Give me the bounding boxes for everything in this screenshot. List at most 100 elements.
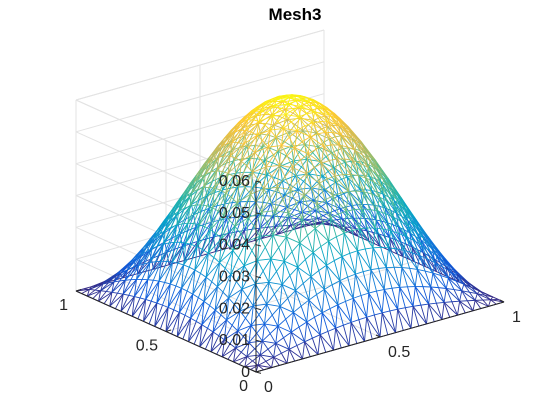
mesh-edge [263,166,267,189]
mesh-edge [113,269,128,283]
mesh-edge [245,317,252,326]
mesh-edge [385,247,389,268]
mesh-edge [241,216,245,231]
mesh-edge [445,288,453,302]
mesh-edge [325,152,332,158]
mesh-edge [263,176,273,190]
mesh-edge [262,258,272,272]
mesh-edge [265,356,274,362]
mesh-edge [290,180,299,190]
mesh-edge [193,223,200,226]
mesh-edge [287,298,294,313]
mesh-edge [287,97,291,105]
mesh-edge [413,240,420,256]
mesh-edge [322,222,330,242]
mesh-edge [325,132,332,146]
mesh-edge [307,235,314,253]
mesh-edge [350,160,354,175]
mesh-edge [463,281,467,285]
mesh-edge [273,352,282,358]
mesh-edge [176,205,191,226]
mesh-edge [162,227,172,245]
mesh-edge [153,255,160,270]
mesh-edge [342,148,346,163]
mesh-edge [392,216,401,222]
mesh-edge [273,356,288,364]
mesh-edge [279,108,287,115]
mesh-edge [338,164,348,178]
mesh-edge [276,165,280,188]
mesh-edge [350,174,357,192]
mesh-edge [422,252,429,257]
mesh-edge [371,193,380,198]
mesh-edge [447,271,451,279]
z-tick [255,339,262,343]
mesh-edge [284,260,298,268]
mesh-edge [201,204,207,207]
mesh-edge [200,173,204,179]
mesh-edge [369,209,378,212]
mesh-edge [295,100,299,108]
mesh-edge [368,290,377,294]
mesh-edge [327,121,342,136]
mesh-edge [227,160,242,174]
mesh-edge [265,360,272,368]
mesh-edge [83,286,92,290]
mesh-edge [184,243,191,261]
mesh-edge [268,98,277,105]
mesh-edge [296,130,304,139]
mesh-edge [187,226,196,231]
mesh-edge [224,330,238,341]
mesh-edge [247,202,257,218]
mesh-edge [200,252,209,274]
mesh-edge [169,264,184,285]
mesh-edge [310,187,314,201]
mesh-edge [204,331,214,350]
mesh-edge [357,250,372,270]
mesh-edge [354,149,361,164]
mesh-edge [113,280,120,283]
mesh-edge [182,222,188,225]
mesh-edge [209,286,218,306]
mesh-edge [293,227,301,244]
mesh-edge [354,149,363,156]
mesh-edge [334,174,343,177]
mesh-edge [388,230,392,248]
mesh-edge [221,220,230,239]
mesh-edge [273,343,277,358]
mesh-edge [272,108,281,117]
mesh-edge [403,250,411,269]
mesh-edge [373,205,377,220]
mesh-edge [191,244,198,248]
mesh-edge [451,301,458,316]
mesh-edge [272,115,279,122]
mesh-edge [282,180,291,186]
mesh-edge [278,145,282,166]
mesh-edge [301,205,309,213]
mesh-edge [304,122,313,127]
mesh-edge [394,206,401,222]
mesh-edge [335,181,345,194]
mesh-edge [218,155,225,158]
mesh-edge [492,296,499,300]
mesh-edge [469,291,478,295]
mesh-edge [181,267,190,289]
mesh-edge [289,275,296,291]
mesh-edge [254,146,269,153]
mesh-edge [307,205,316,212]
mesh-edge [248,342,255,350]
mesh-edge [342,174,349,192]
mesh-edge [362,271,370,294]
mesh-edge [127,254,142,271]
mesh-edge [288,212,303,220]
mesh-edge [312,122,327,133]
mesh-edge [348,147,357,162]
mesh-edge [451,300,460,303]
mesh-edge [234,202,238,227]
mesh-edge [397,233,405,251]
mesh-edge [345,211,360,230]
mesh-edge [321,312,329,332]
mesh-edge [405,209,409,221]
mesh-edge [226,243,234,251]
mesh-edge [291,146,295,161]
